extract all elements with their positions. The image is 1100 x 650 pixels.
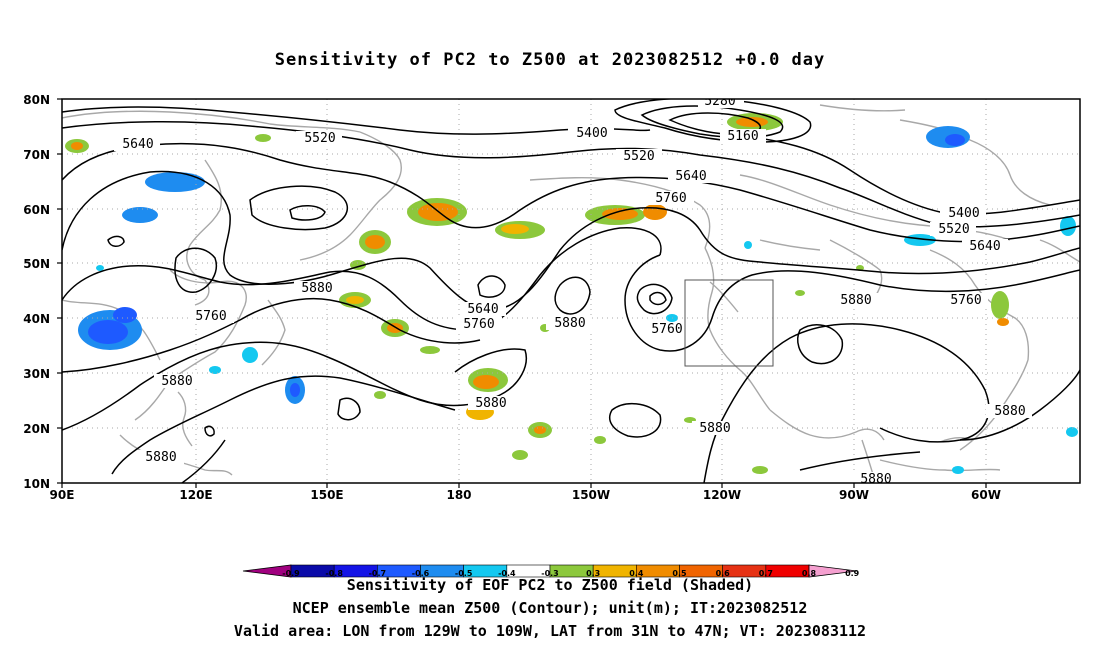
contour-label: 5880 [554, 316, 585, 331]
contour-label: 5880 [145, 450, 176, 465]
colorbar-tick-label: -0.8 [325, 569, 343, 578]
contour-label: 5640 [969, 239, 1000, 254]
contour-label: 5400 [948, 206, 979, 221]
colorbar-tick-label: 0.8 [802, 569, 817, 578]
contour-label: 5760 [195, 309, 226, 324]
contour-label: 5760 [950, 293, 981, 308]
colorbar-tick-label: -0.5 [455, 569, 473, 578]
chart-title: Sensitivity of PC2 to Z500 at 2023082512… [274, 50, 826, 70]
colorbar-tick-label: -0.6 [412, 569, 430, 578]
contour-label: 5160 [727, 129, 758, 144]
contour-label: 5520 [623, 149, 654, 164]
contour-label: 5760 [651, 322, 682, 337]
lon-label: 90W [839, 488, 869, 502]
lon-label: 150W [572, 488, 610, 502]
lat-label: 20N [23, 422, 50, 436]
contour-label: 5880 [860, 472, 891, 487]
contour-labels: 5280 5160 5400 5640 5520 5520 5640 5760 … [114, 94, 1032, 487]
latitude-labels: 80N 70N 60N 50N 40N 30N 20N 10N [23, 93, 50, 491]
contour-label: 5640 [675, 169, 706, 184]
colorbar-tick-label: 0.4 [629, 569, 644, 578]
colorbar-tick-label: 0.6 [716, 569, 731, 578]
contour-label: 5520 [938, 222, 969, 237]
lat-label: 70N [23, 148, 50, 162]
contour-label: 5760 [655, 191, 686, 206]
colorbar-tick-label: -0.3 [541, 569, 559, 578]
colorbar-tick-label: 0.5 [672, 569, 687, 578]
caption-line-2: NCEP ensemble mean Z500 (Contour); unit(… [292, 599, 808, 617]
contour-label: 5880 [475, 396, 506, 411]
z500-contours [62, 99, 1080, 483]
colorbar-tick-label: 0.3 [586, 569, 600, 578]
contour-label: 5880 [301, 281, 332, 296]
contour-label: 5520 [304, 131, 335, 146]
colorbar-tick-label: -0.4 [498, 569, 516, 578]
caption-line-1: Sensitivity of EOF PC2 to Z500 field (Sh… [346, 576, 754, 594]
colorbar-tick-label: -0.7 [369, 569, 387, 578]
contour-label: 5400 [576, 126, 607, 141]
colorbar-tick-label: -0.9 [282, 569, 300, 578]
lon-label: 60W [971, 488, 1001, 502]
caption-line-3: Valid area: LON from 129W to 109W, LAT f… [233, 622, 867, 640]
lat-label: 10N [23, 477, 50, 491]
valid-area-box [684, 279, 774, 367]
lon-label: 90E [50, 488, 75, 502]
contour-label: 5760 [463, 317, 494, 332]
contour-label: 5640 [122, 137, 153, 152]
longitude-labels: 90E 120E 150E 180 150W 120W 90W 60W [50, 488, 1001, 502]
lat-label: 30N [23, 367, 50, 381]
contour-label: 5640 [467, 302, 498, 317]
lat-label: 80N [23, 93, 50, 107]
contour-label: 5280 [704, 94, 735, 109]
caption: Sensitivity of EOF PC2 to Z500 field (Sh… [0, 574, 1100, 643]
contour-label: 5880 [699, 421, 730, 436]
lon-label: 120W [703, 488, 741, 502]
contour-label: 5880 [994, 404, 1025, 419]
lon-label: 180 [446, 488, 471, 502]
colorbar: -0.9 -0.8 -0.7 -0.6 -0.5 -0.4 -0.3 0.3 0.4 0.5 0.6… [242, 564, 860, 578]
shaded-sensitivity [65, 113, 1078, 474]
contour-label: 5880 [161, 374, 192, 389]
colorbar-tick-label: 0.7 [759, 569, 773, 578]
contour-label: 5880 [840, 293, 871, 308]
colorbar-arrow-high [808, 564, 858, 578]
lat-label: 50N [23, 257, 50, 271]
lon-label: 120E [179, 488, 212, 502]
lat-label: 40N [23, 312, 50, 326]
lat-label: 60N [23, 203, 50, 217]
colorbar-tick-label: 0.9 [845, 569, 860, 578]
plot-frame [61, 98, 1081, 484]
lon-label: 150E [310, 488, 343, 502]
tick-marks [57, 98, 987, 488]
